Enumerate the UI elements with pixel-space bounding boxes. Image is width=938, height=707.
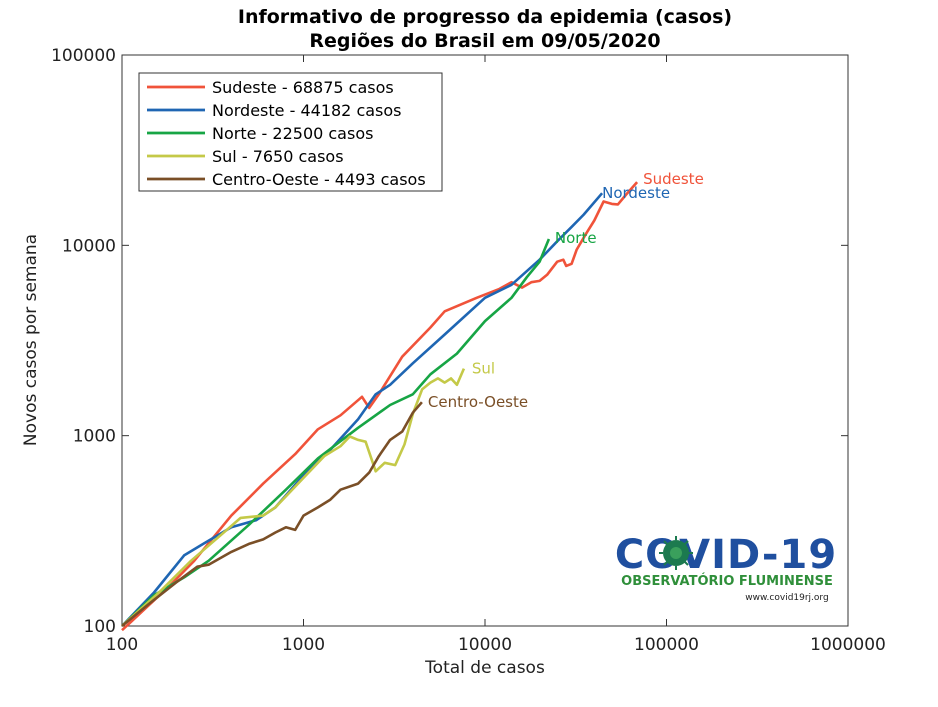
- series-line-1: [121, 192, 604, 627]
- x-tick-label: 10000: [458, 635, 512, 655]
- series-group: [121, 181, 639, 632]
- virus-icon: [659, 536, 693, 570]
- series-end-label: Nordeste: [602, 184, 670, 202]
- y-tick-label: 100: [84, 617, 116, 637]
- series-line-0: [121, 181, 639, 632]
- chart-subtitle: Regiões do Brasil em 09/05/2020: [309, 30, 660, 52]
- series-end-label: Sudeste: [643, 170, 704, 188]
- chart-title: Informativo de progresso da epidemia (ca…: [238, 6, 732, 28]
- y-axis-label: Novos casos por semana: [21, 234, 41, 446]
- series-end-label: Norte: [555, 229, 597, 247]
- y-tick-label: 1000: [73, 427, 116, 447]
- logo-subtitle: OBSERVATÓRIO FLUMINENSE: [621, 573, 833, 589]
- series-line-4: [121, 401, 423, 628]
- series-end-label: Centro-Oeste: [428, 393, 528, 411]
- x-tick-label: 100000: [634, 635, 699, 655]
- logo-url: www.covid19rj.org: [745, 593, 828, 603]
- logo-title: COVID-19: [615, 532, 837, 578]
- axis-ticks: 100 1000 10000 100000 1000000 100 1000 10000 100…: [51, 46, 886, 655]
- y-tick-label: 100000: [51, 46, 116, 66]
- legend-label: Sudeste - 68875 casos: [212, 78, 394, 97]
- legend-label: Centro-Oeste - 4493 casos: [212, 170, 426, 189]
- series-line-3: [121, 368, 466, 627]
- legend-label: Norte - 22500 casos: [212, 124, 373, 143]
- legend-label: Nordeste - 44182 casos: [212, 101, 402, 120]
- x-axis-label: Total de casos: [424, 658, 545, 678]
- covid19-logo: COVID-19 OBSERVATÓRIO FLUMINENSE www.cov…: [615, 532, 837, 603]
- legend: Sudeste - 68875 casos Nordeste - 44182 ca…: [138, 72, 443, 192]
- x-tick-label: 1000: [282, 635, 325, 655]
- series-end-label: Sul: [472, 360, 495, 378]
- x-tick-label: 1000000: [810, 635, 886, 655]
- y-tick-label: 10000: [62, 236, 116, 256]
- legend-label: Sul - 7650 casos: [212, 147, 344, 166]
- x-tick-label: 100: [106, 635, 138, 655]
